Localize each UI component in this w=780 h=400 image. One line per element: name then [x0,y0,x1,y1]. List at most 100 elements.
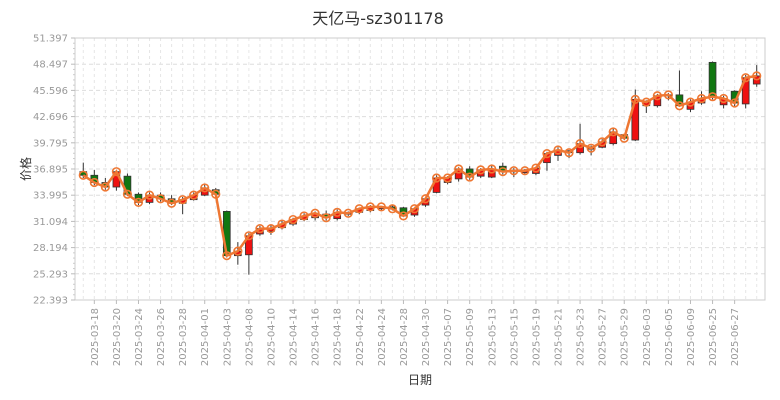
close-marker [718,93,729,104]
close-marker [420,194,431,204]
y-tick-label: 31.094 [33,217,68,228]
x-tick-label: 2025-05-09 [465,308,476,366]
x-tick-label: 2025-04-28 [399,308,410,366]
close-marker [387,204,398,214]
x-tick-label: 2025-05-19 [531,308,542,366]
close-marker [310,208,320,218]
x-tick-label: 2025-05-15 [509,308,520,366]
x-axis-label: 日期 [408,373,432,387]
close-marker [630,94,640,104]
close-marker [244,231,254,241]
close-marker [155,194,166,204]
close-marker [509,166,519,176]
x-tick-label: 2025-06-05 [664,308,675,366]
close-marker [619,133,629,143]
close-marker [730,98,740,108]
candle-down [708,61,717,98]
close-marker [465,172,475,182]
candles [79,61,761,275]
y-tick-label: 51.397 [33,34,68,45]
close-marker [343,208,353,218]
x-tick-label: 2025-04-18 [333,308,344,366]
x-tick-label: 2025-04-10 [266,308,277,366]
close-marker [520,166,530,176]
chart-title: 天亿马-sz301178 [312,9,444,28]
close-marker [332,207,342,217]
close-marker [122,189,133,199]
grid [75,37,765,301]
close-marker [498,167,508,177]
close-marker [674,101,685,111]
x-tick-label: 2025-04-22 [355,308,366,366]
close-marker [531,163,541,173]
close-marker [564,148,574,158]
close-marker [663,90,674,100]
close-marker [443,173,453,183]
close-marker [398,211,409,221]
close-marker [233,246,243,256]
close-marker [321,213,331,223]
x-tick-label: 2025-04-14 [289,308,300,366]
close-marker [100,182,110,192]
y-tick-label: 36.895 [33,165,68,176]
close-marker [707,92,718,102]
close-marker [222,251,232,261]
close-marker [376,202,386,212]
y-tick-label: 45.596 [33,86,68,97]
close-marker [78,170,88,180]
close-markers [78,71,762,261]
x-tick-label: 2025-03-28 [178,308,189,366]
close-marker [652,91,662,101]
x-tick-label: 2025-04-01 [200,308,211,366]
y-tick-label: 22.393 [33,296,68,307]
close-marker [641,97,651,107]
x-tick-label: 2025-06-09 [686,308,697,366]
close-marker [752,71,762,81]
x-axis: 2025-03-18 2025-03-20 2025-03-24 2025-03-26… [90,300,741,366]
close-marker [178,195,188,205]
x-tick-label: 2025-04-24 [377,308,388,366]
x-tick-label: 2025-04-16 [311,308,322,366]
y-tick-label: 42.696 [33,112,68,123]
close-marker [111,167,121,177]
x-tick-label: 2025-03-20 [112,308,123,366]
close-marker [299,211,309,221]
close-marker [167,198,177,208]
x-tick-label: 2025-04-03 [222,308,233,366]
x-tick-label: 2025-03-18 [90,308,101,366]
x-tick-label: 2025-05-23 [576,308,587,366]
close-marker [133,197,144,207]
x-tick-label: 2025-06-25 [708,308,719,366]
x-tick-label: 2025-03-26 [156,308,167,366]
close-marker [597,137,607,147]
close-marker [454,164,464,174]
close-marker [211,189,221,199]
y-tick-label: 28.194 [33,243,68,254]
close-marker [144,190,155,200]
close-marker [365,202,375,212]
close-marker [431,173,442,183]
x-tick-label: 2025-03-24 [134,308,145,366]
y-tick-label: 48.497 [33,60,68,71]
close-marker [255,223,265,234]
y-tick-label: 39.795 [33,138,68,149]
close-line [82,74,757,258]
y-tick-label: 25.293 [33,269,68,280]
close-marker [741,73,751,83]
x-tick-label: 2025-04-08 [244,308,255,366]
x-tick-label: 2025-04-30 [421,308,432,366]
close-marker [89,177,99,188]
close-marker [200,183,210,193]
close-marker [409,204,420,214]
close-marker [277,219,287,229]
close-marker [685,97,696,107]
x-tick-label: 2025-06-03 [642,308,653,366]
y-axis: 51.397 48.497 45.596 42.696 39.795 36.895 33.9… [33,34,75,307]
close-marker [542,148,552,159]
x-tick-label: 2025-06-27 [730,308,741,366]
close-marker [575,139,585,149]
x-tick-label: 2025-05-07 [443,308,454,366]
close-marker [586,143,596,153]
x-tick-label: 2025-05-27 [598,308,609,366]
close-marker [487,164,497,174]
